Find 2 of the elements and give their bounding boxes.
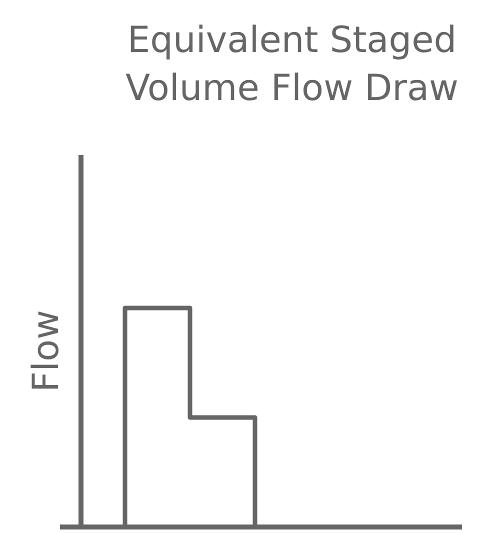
y-axis-title: Flow xyxy=(26,310,67,392)
chart-title: Equivalent Staged Volume Flow Draw xyxy=(126,20,458,109)
